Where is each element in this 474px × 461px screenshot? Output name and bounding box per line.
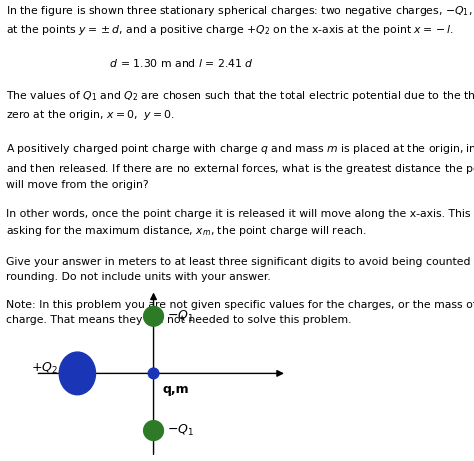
- Text: q,m: q,m: [163, 383, 189, 396]
- Circle shape: [144, 420, 164, 440]
- Ellipse shape: [59, 352, 95, 395]
- Circle shape: [148, 368, 159, 379]
- Text: $-Q_1$: $-Q_1$: [167, 423, 194, 438]
- Circle shape: [144, 307, 164, 326]
- Text: $-Q_1$: $-Q_1$: [167, 309, 194, 324]
- Text: $+Q_2$: $+Q_2$: [31, 361, 58, 376]
- Text: In the figure is shown three stationary spherical charges: two negative charges,: In the figure is shown three stationary …: [6, 4, 474, 325]
